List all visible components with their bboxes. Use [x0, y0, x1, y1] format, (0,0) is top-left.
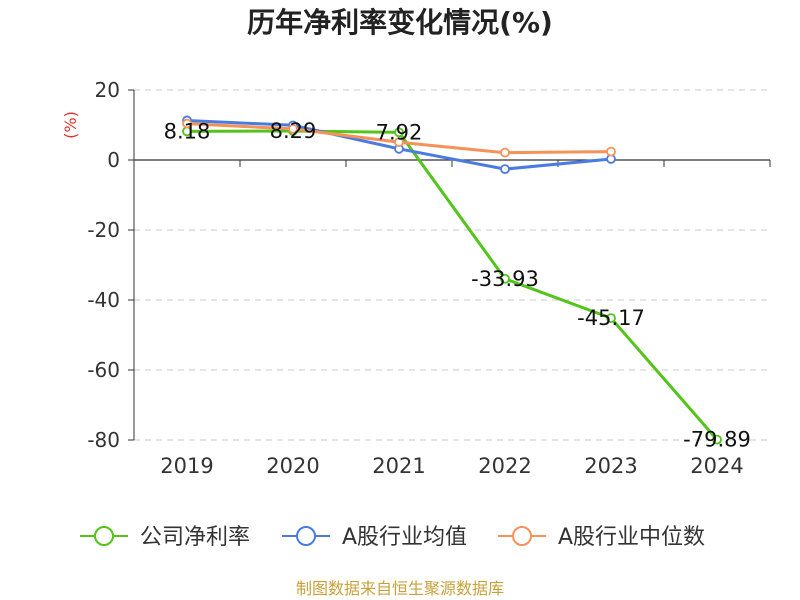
grid-lines [134, 89, 770, 441]
data-labels: 8.18 8.29 7.92 -33.93 -45.17 -79.89 [164, 119, 751, 452]
legend-item[interactable]: 公司净利率 [80, 525, 250, 550]
series-point [182, 118, 192, 129]
legend-item[interactable]: A股行业中位数 [498, 525, 705, 550]
source-note: 制图数据来自恒生聚源数据库 [296, 579, 504, 598]
legend-label: A股行业中位数 [558, 525, 705, 550]
data-label: -45.17 [577, 306, 645, 330]
series-point [500, 147, 510, 158]
data-label: 8.29 [270, 119, 317, 143]
x-tick-label: 2023 [584, 454, 637, 478]
series-point [606, 313, 616, 323]
axes: 20 0 -20 -40 -60 -80 2019 2020 2021 2022 2023 2024 [87, 78, 771, 478]
y-tick-label: 20 [95, 78, 120, 102]
y-tick-label: -60 [87, 358, 120, 382]
legend-marker [94, 526, 114, 546]
legend-marker [296, 526, 316, 546]
data-label: -33.93 [471, 267, 539, 291]
legend-label: A股行业均值 [342, 525, 467, 550]
series-lines [182, 115, 722, 445]
x-tick-label: 2021 [372, 454, 425, 478]
series-point [712, 434, 722, 445]
series-point [606, 146, 616, 157]
series-point [394, 137, 404, 148]
legend-item[interactable]: A股行业均值 [282, 525, 467, 550]
legend-label: 公司净利率 [140, 525, 250, 550]
x-tick-label: 2020 [266, 454, 319, 478]
data-label: 8.18 [164, 119, 211, 143]
y-tick-label: -40 [87, 288, 120, 312]
series-point [500, 273, 510, 284]
y-tick-label: -20 [87, 218, 120, 242]
y-axis-label: (%) [61, 111, 80, 139]
legend[interactable]: 公司净利率 A股行业均值 A股行业中位数 [80, 525, 705, 550]
legend-marker [512, 526, 532, 546]
y-tick-label: 0 [107, 148, 120, 172]
chart-title: 历年净利率变化情况(%) [247, 6, 553, 39]
series-point [394, 127, 404, 138]
data-label: 7.92 [376, 120, 423, 144]
data-label: -79.89 [683, 428, 751, 452]
x-tick-label: 2024 [690, 454, 743, 478]
y-tick-label: -80 [87, 428, 120, 452]
series-point [500, 164, 510, 175]
x-tick-label: 2022 [478, 454, 531, 478]
series-line [186, 129, 719, 441]
series-point [288, 123, 298, 134]
x-tick-label: 2019 [160, 454, 213, 478]
